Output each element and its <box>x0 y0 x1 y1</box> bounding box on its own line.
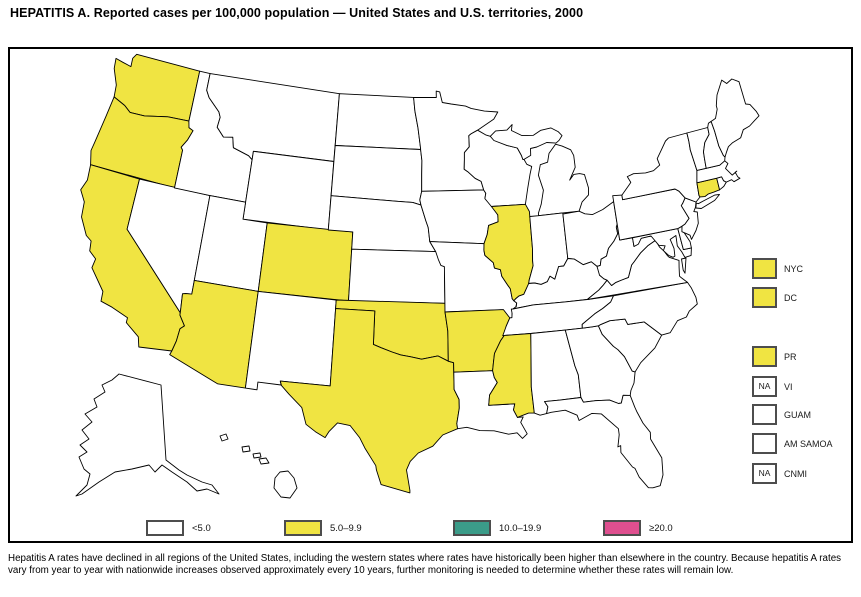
state-hi <box>241 445 251 453</box>
territory-swatch-nyc <box>752 258 777 279</box>
territory-label: VI <box>784 381 793 392</box>
legend-label: 10.0–19.9 <box>499 522 542 534</box>
us-states-map <box>75 53 760 499</box>
territory-label: DC <box>784 292 797 303</box>
state-hi <box>252 452 262 459</box>
legend-swatch-lt5 <box>146 520 184 536</box>
state-hi <box>273 470 298 499</box>
legend-label: <5.0 <box>192 522 211 534</box>
state-mi <box>489 124 563 160</box>
territory-item-dc: DC <box>752 287 797 308</box>
territory-value: NA <box>758 468 771 478</box>
territory-item-am-samoa: AM SAMOA <box>752 433 833 454</box>
legend-swatch-gte20 <box>603 520 641 536</box>
state-wy <box>242 150 335 231</box>
territory-swatch-dc <box>752 287 777 308</box>
state-sd <box>330 145 423 206</box>
territory-swatch-cnmi: NA <box>752 463 777 484</box>
state-nj <box>680 197 699 240</box>
legend-label: 5.0–9.9 <box>330 522 362 534</box>
state-ak <box>75 373 220 497</box>
territory-label: AM SAMOA <box>784 438 833 449</box>
state-va <box>681 257 687 274</box>
territory-label: CNMI <box>784 468 807 479</box>
legend-item-gte20: ≥20.0 <box>603 519 673 537</box>
territory-swatch-guam <box>752 404 777 425</box>
state-ny <box>621 132 701 203</box>
legend-item-lt5: <5.0 <box>146 519 211 537</box>
territory-label: NYC <box>784 263 804 274</box>
state-me <box>710 78 760 158</box>
state-hi <box>219 433 229 442</box>
state-co <box>257 222 354 302</box>
state-md <box>632 228 692 258</box>
state-fl <box>544 394 664 489</box>
state-ks <box>348 248 446 304</box>
territory-swatch-vi: NA <box>752 376 777 397</box>
territory-label: PR <box>784 351 797 362</box>
territory-swatch-pr <box>752 346 777 367</box>
legend-item-5to9: 5.0–9.9 <box>284 519 362 537</box>
footnote: Hepatitis A rates have declined in all r… <box>8 553 842 577</box>
map-panel: NYC DC PR NA VI GUAM AM SAMOA <box>8 47 853 543</box>
territory-swatch-am-samoa <box>752 433 777 454</box>
state-tx <box>279 308 460 494</box>
state-az <box>169 279 259 389</box>
legend-swatch-10to19 <box>453 520 491 536</box>
territory-item-cnmi: NA CNMI <box>752 463 807 484</box>
legend-item-10to19: 10.0–19.9 <box>453 519 541 537</box>
territory-item-vi: NA VI <box>752 376 793 397</box>
territory-value: NA <box>758 381 771 391</box>
state-hi <box>258 457 270 465</box>
legend-label: ≥20.0 <box>649 522 673 534</box>
state-mi <box>537 143 589 217</box>
state-nd <box>334 93 422 150</box>
state-ny <box>695 194 720 209</box>
territory-label: GUAM <box>784 409 811 420</box>
territory-item-nyc: NYC <box>752 258 803 279</box>
state-nc <box>581 281 698 336</box>
state-nm <box>244 290 337 391</box>
territory-item-pr: PR <box>752 346 797 367</box>
territory-item-guam: GUAM <box>752 404 811 425</box>
page-title: HEPATITIS A. Reported cases per 100,000 … <box>10 6 584 20</box>
legend-swatch-5to9 <box>284 520 322 536</box>
